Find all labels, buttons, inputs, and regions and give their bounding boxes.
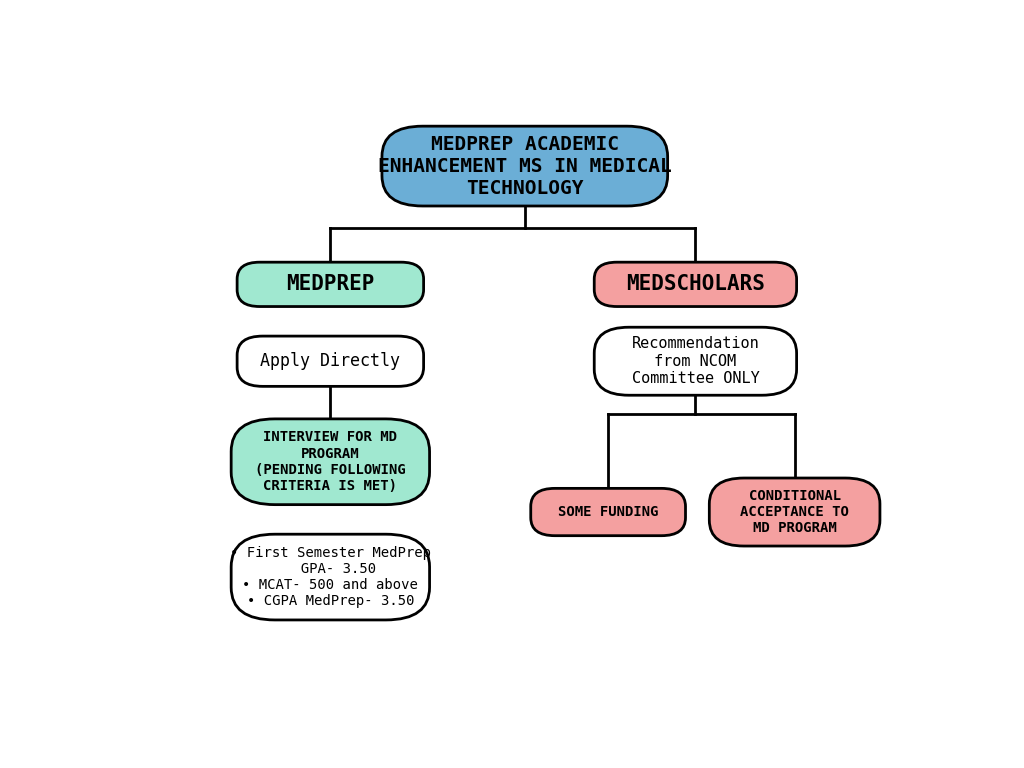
FancyBboxPatch shape: [238, 336, 424, 386]
Text: MEDPREP ACADEMIC
ENHANCEMENT MS IN MEDICAL
TECHNOLOGY: MEDPREP ACADEMIC ENHANCEMENT MS IN MEDIC…: [378, 134, 672, 197]
Text: MEDSCHOLARS: MEDSCHOLARS: [626, 274, 765, 294]
FancyBboxPatch shape: [231, 419, 430, 505]
Text: MEDPREP: MEDPREP: [286, 274, 375, 294]
FancyBboxPatch shape: [530, 488, 685, 536]
Text: INTERVIEW FOR MD
PROGRAM
(PENDING FOLLOWING
CRITERIA IS MET): INTERVIEW FOR MD PROGRAM (PENDING FOLLOW…: [255, 430, 406, 493]
Text: • First Semester MedPrep
  GPA- 3.50
• MCAT- 500 and above
• CGPA MedPrep- 3.50: • First Semester MedPrep GPA- 3.50 • MCA…: [229, 546, 431, 608]
FancyBboxPatch shape: [382, 126, 668, 206]
Text: SOME FUNDING: SOME FUNDING: [558, 505, 658, 519]
Text: CONDITIONAL
ACCEPTANCE TO
MD PROGRAM: CONDITIONAL ACCEPTANCE TO MD PROGRAM: [740, 488, 849, 535]
FancyBboxPatch shape: [594, 327, 797, 396]
FancyBboxPatch shape: [238, 262, 424, 306]
FancyBboxPatch shape: [231, 535, 430, 620]
FancyBboxPatch shape: [594, 262, 797, 306]
Text: Recommendation
from NCOM
Committee ONLY: Recommendation from NCOM Committee ONLY: [632, 336, 760, 386]
FancyBboxPatch shape: [710, 478, 880, 546]
Text: Apply Directly: Apply Directly: [260, 353, 400, 370]
